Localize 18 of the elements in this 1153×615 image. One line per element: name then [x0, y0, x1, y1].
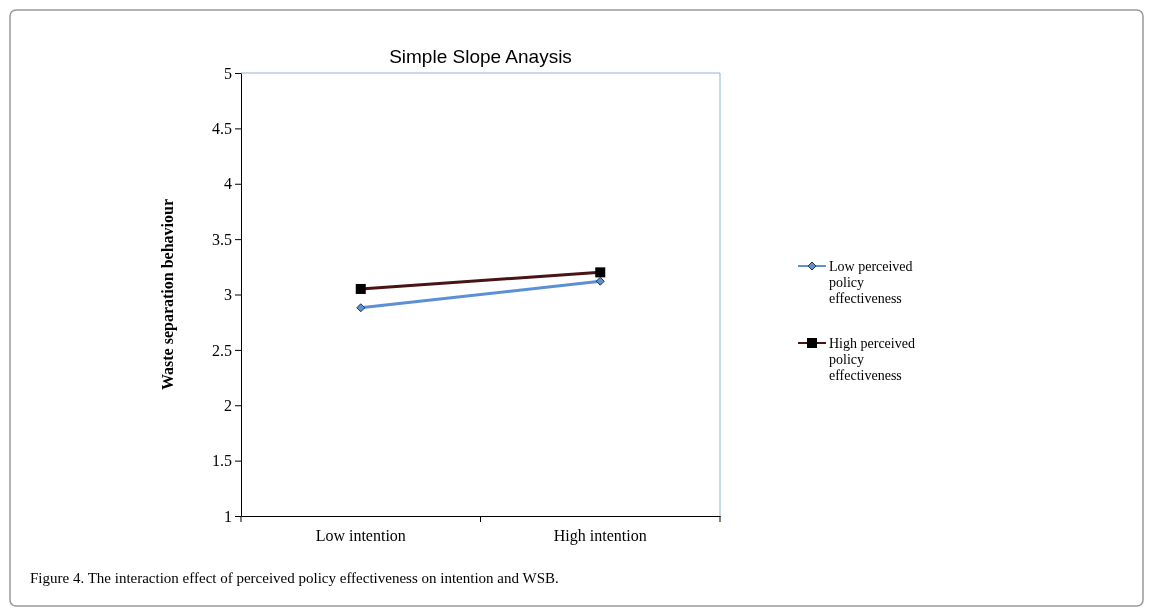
y-tick-label: 1.5 [212, 452, 232, 470]
y-tick-label: 5 [224, 64, 232, 82]
y-tick-label: 4.5 [212, 120, 232, 137]
x-tick-label: Low intention [315, 527, 406, 545]
point [356, 303, 366, 313]
point [595, 276, 605, 286]
y-tick-label: 2.5 [212, 341, 232, 359]
x-tick-label: High intention [553, 527, 647, 546]
y-tick-label: 1 [224, 507, 232, 525]
legend-label: Low perceived policy effectiveness [829, 259, 913, 306]
y-tick-label: 3 [224, 286, 232, 304]
y-tick-label: 3.5 [212, 230, 232, 248]
y-axis-title: Waste separation behaviour [159, 198, 177, 391]
y-tick-label: 4 [224, 175, 232, 193]
caption: Figure 4. The interaction effect of perceived policy effectiveness on intention and WSB. [30, 570, 559, 586]
y-tick-label: 2 [224, 396, 232, 414]
chart-title: Simple Slope Anaysis [389, 46, 572, 67]
legend-label: High perceived policy effectiveness [829, 336, 915, 383]
